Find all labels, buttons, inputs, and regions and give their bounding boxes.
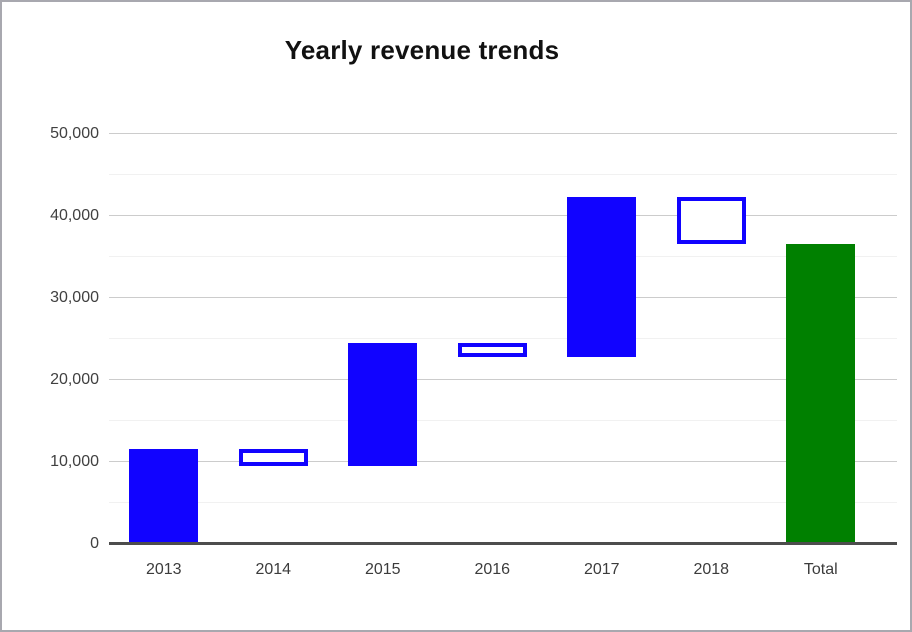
x-axis-label: 2013: [145, 561, 182, 578]
x-axis-label: 2018: [693, 561, 730, 578]
y-gridline-minor: [109, 256, 897, 257]
x-axis-label: 2014: [255, 561, 292, 578]
y-axis-label: 20,000: [50, 370, 99, 388]
y-gridline-minor: [109, 338, 897, 339]
x-axis-baseline: [109, 542, 897, 545]
y-gridline-major: [109, 133, 897, 134]
y-axis-label: 10,000: [50, 452, 99, 470]
y-axis-label: 0: [90, 534, 99, 552]
y-gridline-major: [109, 215, 897, 216]
x-axis-label: 2017: [583, 561, 620, 578]
bar-2016[interactable]: [457, 342, 527, 357]
y-gridline-minor: [109, 502, 897, 503]
x-axis-label: 2016: [474, 561, 511, 578]
bar-total[interactable]: [786, 244, 856, 544]
y-axis-label: 30,000: [50, 288, 99, 306]
y-gridline-minor: [109, 174, 897, 175]
bar-2015[interactable]: [348, 342, 418, 466]
x-axis-label: 2015: [364, 561, 401, 578]
y-gridline-major: [109, 379, 897, 380]
x-axis-label: Total: [803, 561, 838, 578]
y-axis-label: 50,000: [50, 124, 99, 142]
bar-2013[interactable]: [129, 449, 199, 544]
bar-2014[interactable]: [238, 449, 308, 466]
y-gridline-major: [109, 297, 897, 298]
bar-2018[interactable]: [676, 197, 746, 245]
y-gridline-minor: [109, 420, 897, 421]
chart-title: Yearly revenue trends: [284, 35, 560, 65]
bar-2017[interactable]: [567, 197, 637, 357]
y-axis-label: 40,000: [50, 206, 99, 224]
y-gridline-major: [109, 461, 897, 462]
